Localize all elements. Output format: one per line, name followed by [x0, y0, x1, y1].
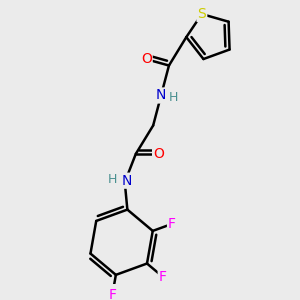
Text: O: O	[141, 52, 152, 66]
Text: H: H	[168, 91, 178, 103]
Text: O: O	[153, 147, 164, 161]
Text: N: N	[121, 174, 131, 188]
Text: F: F	[159, 270, 167, 284]
Text: F: F	[168, 217, 176, 231]
Text: N: N	[156, 88, 166, 103]
Text: H: H	[108, 172, 118, 186]
Text: S: S	[197, 7, 206, 21]
Text: F: F	[108, 288, 116, 300]
